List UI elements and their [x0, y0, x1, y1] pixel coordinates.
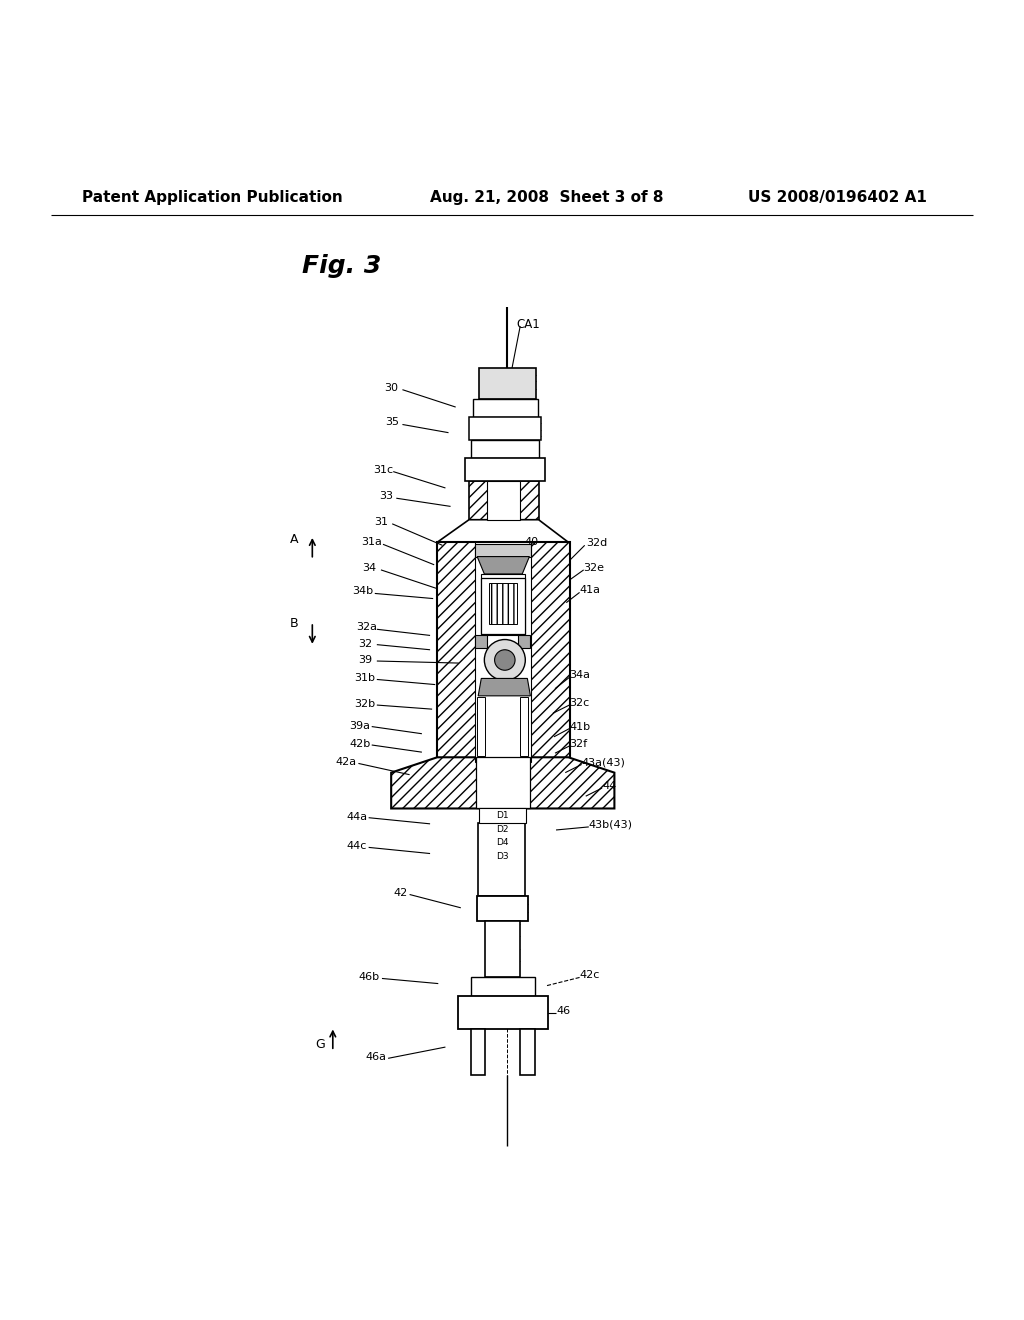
Text: 39a: 39a — [349, 721, 371, 730]
Bar — [476, 758, 530, 808]
Text: D1: D1 — [497, 812, 509, 820]
Text: 31c: 31c — [373, 465, 393, 474]
Text: 40: 40 — [524, 537, 539, 548]
Text: 44a: 44a — [346, 812, 368, 821]
Text: 32a: 32a — [356, 622, 378, 632]
Text: 46: 46 — [556, 1006, 570, 1016]
Text: 32c: 32c — [569, 698, 590, 708]
Circle shape — [495, 649, 515, 671]
Text: CA1: CA1 — [516, 318, 540, 330]
Text: 34: 34 — [362, 562, 377, 573]
Bar — [481, 578, 525, 635]
Polygon shape — [477, 557, 529, 574]
Bar — [485, 921, 520, 977]
Bar — [471, 1028, 485, 1074]
Text: 30: 30 — [384, 383, 398, 392]
Text: 42b: 42b — [349, 739, 371, 748]
Circle shape — [484, 639, 525, 681]
Bar — [471, 977, 535, 995]
Text: 42c: 42c — [580, 970, 600, 981]
Polygon shape — [437, 520, 568, 543]
Text: 32e: 32e — [584, 562, 605, 573]
Text: 43a(43): 43a(43) — [582, 758, 626, 767]
Bar — [469, 480, 539, 520]
Text: D2: D2 — [497, 825, 509, 834]
Text: 41b: 41b — [569, 722, 591, 731]
Bar — [465, 458, 545, 480]
Bar — [479, 368, 536, 399]
Text: 31: 31 — [374, 516, 388, 527]
Text: D4: D4 — [497, 838, 509, 846]
Text: 34a: 34a — [569, 671, 591, 680]
Text: 34b: 34b — [352, 586, 374, 597]
Text: 32b: 32b — [354, 700, 376, 709]
Text: 35: 35 — [385, 417, 399, 428]
Text: 42a: 42a — [336, 758, 357, 767]
Bar — [469, 417, 541, 440]
Text: 39: 39 — [358, 655, 373, 665]
Text: 43b(43): 43b(43) — [589, 820, 633, 830]
Text: Patent Application Publication: Patent Application Publication — [82, 190, 343, 205]
Bar — [475, 543, 531, 763]
Text: 44c: 44c — [346, 841, 367, 851]
Bar — [473, 399, 538, 417]
Text: G: G — [315, 1038, 326, 1051]
Bar — [477, 895, 528, 921]
Bar — [471, 440, 539, 458]
Bar — [487, 480, 520, 520]
Text: B: B — [290, 616, 298, 630]
Bar — [477, 697, 485, 756]
Text: 31a: 31a — [361, 537, 382, 548]
Text: 31b: 31b — [354, 673, 376, 684]
Bar — [479, 808, 526, 822]
Bar — [458, 995, 548, 1028]
Bar — [481, 574, 525, 635]
Bar — [520, 1028, 535, 1074]
Text: Aug. 21, 2008  Sheet 3 of 8: Aug. 21, 2008 Sheet 3 of 8 — [430, 190, 664, 205]
Polygon shape — [478, 678, 530, 696]
Text: 32: 32 — [358, 639, 373, 648]
Bar — [520, 697, 528, 756]
Bar — [489, 583, 517, 624]
Bar — [475, 544, 531, 557]
Bar — [437, 543, 570, 763]
Text: 33: 33 — [379, 491, 393, 502]
Bar — [478, 822, 525, 895]
Text: 44: 44 — [602, 781, 616, 791]
Bar — [475, 635, 487, 648]
Text: 46a: 46a — [366, 1052, 387, 1063]
Text: 46b: 46b — [358, 973, 380, 982]
Text: D3: D3 — [497, 853, 509, 861]
Text: 41a: 41a — [580, 585, 601, 595]
Text: US 2008/0196402 A1: US 2008/0196402 A1 — [748, 190, 927, 205]
Text: A: A — [290, 533, 298, 545]
Polygon shape — [391, 758, 614, 808]
Text: 42: 42 — [393, 888, 408, 899]
Text: 32f: 32f — [569, 739, 588, 748]
Bar — [518, 635, 530, 648]
Text: 32d: 32d — [586, 539, 607, 548]
Text: Fig. 3: Fig. 3 — [302, 253, 381, 277]
